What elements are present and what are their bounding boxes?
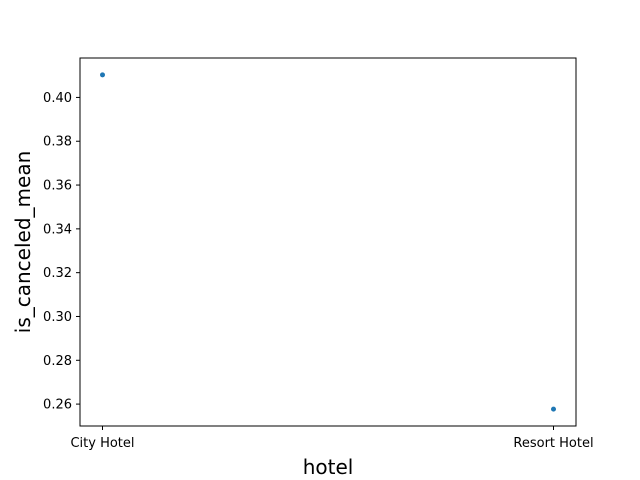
x-axis-label: hotel (303, 455, 354, 479)
y-tick-label: 0.28 (43, 354, 72, 369)
data-point (100, 72, 105, 78)
x-tick-label: Resort Hotel (513, 436, 593, 451)
plot-frame (79, 57, 577, 427)
x-axis: City Hotel Resort Hotel (70, 426, 594, 451)
y-tick-label: 0.26 (43, 398, 72, 413)
y-tick-label: 0.40 (43, 91, 72, 106)
data-point (551, 406, 556, 412)
y-tick-label: 0.32 (43, 266, 72, 281)
x-tick-label: City Hotel (70, 436, 134, 451)
y-tick-label: 0.38 (43, 135, 72, 150)
y-tick-label: 0.36 (43, 179, 72, 194)
plot-background (80, 58, 576, 426)
y-axis: 0.26 0.28 0.30 0.32 0.34 0.36 0.38 0.40 (43, 91, 80, 413)
y-tick-label: 0.30 (43, 310, 72, 325)
y-tick-label: 0.34 (43, 222, 72, 237)
y-axis-label: is_canceled_mean (11, 151, 35, 333)
data-series (100, 72, 556, 412)
